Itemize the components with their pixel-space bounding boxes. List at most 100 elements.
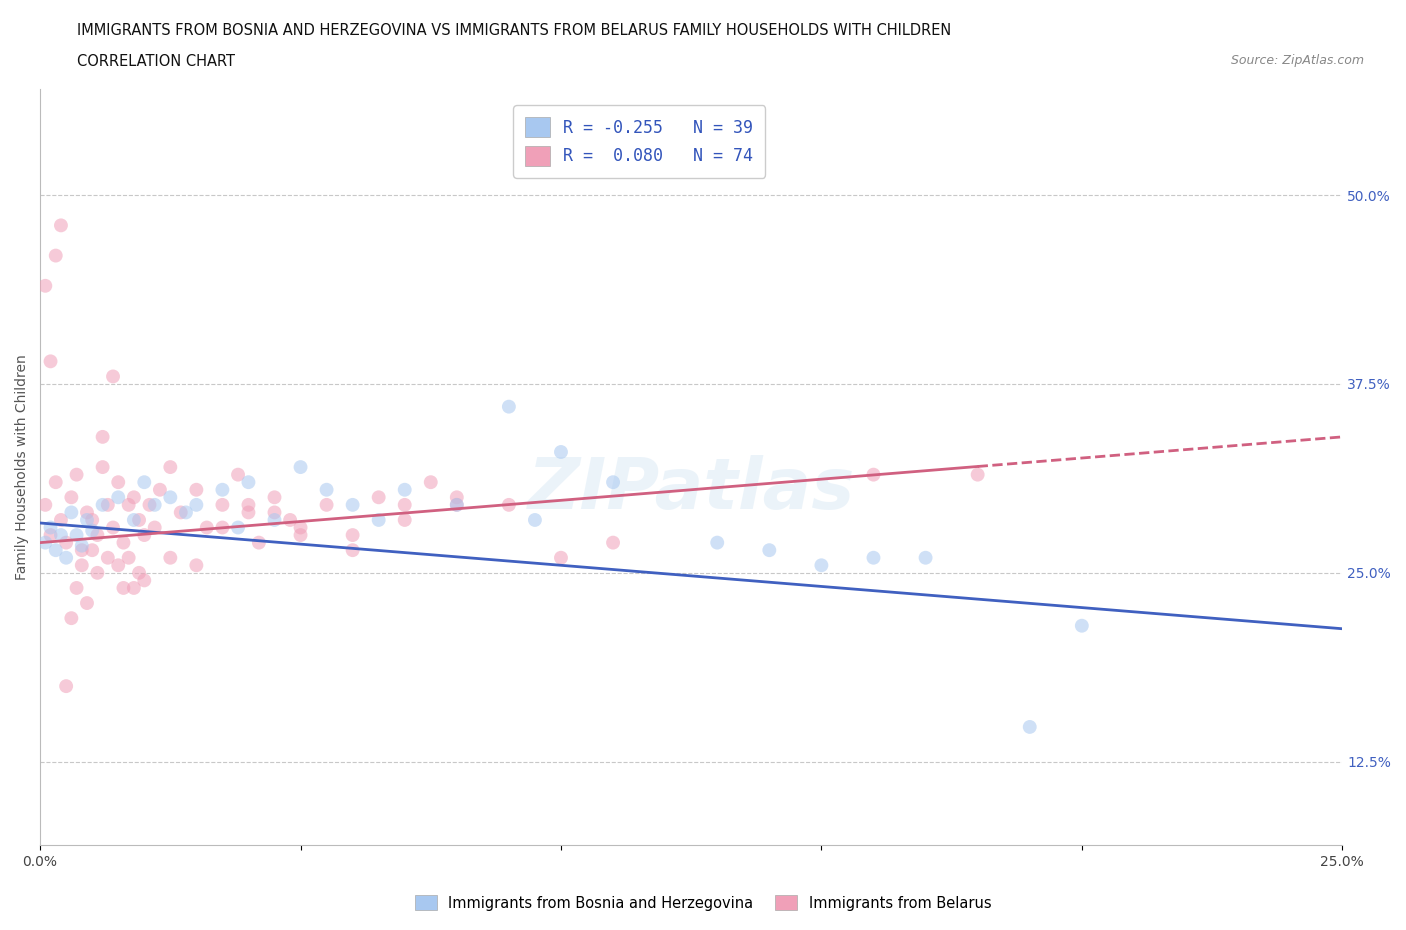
Point bbox=[97, 551, 120, 565]
Point bbox=[966, 467, 988, 482]
Point bbox=[86, 527, 108, 542]
Point bbox=[76, 595, 98, 610]
Point bbox=[211, 520, 233, 535]
Point bbox=[39, 527, 62, 542]
Point bbox=[186, 558, 208, 573]
Point bbox=[195, 520, 218, 535]
Point bbox=[107, 474, 129, 489]
Point bbox=[118, 551, 141, 565]
Point bbox=[143, 498, 166, 512]
Point bbox=[342, 543, 364, 558]
Point bbox=[1070, 618, 1092, 633]
Text: CORRELATION CHART: CORRELATION CHART bbox=[77, 54, 235, 69]
Point bbox=[186, 498, 208, 512]
Point bbox=[65, 527, 87, 542]
Point bbox=[65, 580, 87, 595]
Point bbox=[315, 498, 337, 512]
Point bbox=[122, 580, 145, 595]
Point bbox=[55, 679, 77, 694]
Point bbox=[45, 474, 67, 489]
Point bbox=[247, 535, 270, 550]
Point bbox=[112, 580, 135, 595]
Point bbox=[550, 445, 572, 459]
Point bbox=[342, 498, 364, 512]
Point bbox=[498, 498, 520, 512]
Point bbox=[82, 523, 104, 538]
Point bbox=[263, 512, 285, 527]
Point bbox=[134, 573, 156, 588]
Point bbox=[419, 474, 441, 489]
Legend: Immigrants from Bosnia and Herzegovina, Immigrants from Belarus: Immigrants from Bosnia and Herzegovina, … bbox=[408, 888, 998, 918]
Point bbox=[70, 538, 93, 553]
Point bbox=[76, 505, 98, 520]
Point bbox=[122, 512, 145, 527]
Point bbox=[60, 505, 83, 520]
Point bbox=[70, 558, 93, 573]
Point bbox=[134, 527, 156, 542]
Point bbox=[238, 474, 260, 489]
Point bbox=[367, 512, 389, 527]
Point bbox=[107, 490, 129, 505]
Point bbox=[290, 520, 312, 535]
Legend: R = -0.255   N = 39, R =  0.080   N = 74: R = -0.255 N = 39, R = 0.080 N = 74 bbox=[513, 105, 765, 178]
Point bbox=[159, 551, 181, 565]
Point bbox=[706, 535, 728, 550]
Point bbox=[498, 399, 520, 414]
Point bbox=[290, 459, 312, 474]
Point bbox=[315, 483, 337, 498]
Point bbox=[91, 459, 114, 474]
Point bbox=[159, 459, 181, 474]
Point bbox=[82, 512, 104, 527]
Point bbox=[862, 467, 884, 482]
Point bbox=[65, 467, 87, 482]
Point bbox=[49, 512, 72, 527]
Point bbox=[76, 512, 98, 527]
Point bbox=[70, 543, 93, 558]
Point bbox=[55, 551, 77, 565]
Point bbox=[862, 551, 884, 565]
Point bbox=[86, 565, 108, 580]
Point bbox=[810, 558, 832, 573]
Point bbox=[118, 498, 141, 512]
Point bbox=[550, 551, 572, 565]
Point bbox=[34, 498, 56, 512]
Point bbox=[170, 505, 193, 520]
Point bbox=[128, 565, 150, 580]
Text: ZIPatlas: ZIPatlas bbox=[527, 456, 855, 525]
Point bbox=[91, 430, 114, 445]
Point bbox=[186, 483, 208, 498]
Point bbox=[211, 498, 233, 512]
Point bbox=[263, 490, 285, 505]
Point bbox=[211, 483, 233, 498]
Point bbox=[34, 278, 56, 293]
Point bbox=[91, 498, 114, 512]
Point bbox=[446, 498, 468, 512]
Point bbox=[45, 248, 67, 263]
Point bbox=[45, 543, 67, 558]
Point bbox=[446, 498, 468, 512]
Text: IMMIGRANTS FROM BOSNIA AND HERZEGOVINA VS IMMIGRANTS FROM BELARUS FAMILY HOUSEHO: IMMIGRANTS FROM BOSNIA AND HERZEGOVINA V… bbox=[77, 23, 952, 38]
Point bbox=[107, 558, 129, 573]
Point bbox=[101, 520, 124, 535]
Y-axis label: Family Households with Children: Family Households with Children bbox=[15, 354, 30, 580]
Point bbox=[226, 467, 249, 482]
Point bbox=[122, 490, 145, 505]
Point bbox=[602, 474, 624, 489]
Point bbox=[238, 505, 260, 520]
Point bbox=[134, 474, 156, 489]
Point bbox=[342, 527, 364, 542]
Point bbox=[149, 483, 172, 498]
Point bbox=[112, 535, 135, 550]
Point bbox=[367, 490, 389, 505]
Point bbox=[101, 369, 124, 384]
Point bbox=[39, 520, 62, 535]
Point bbox=[446, 490, 468, 505]
Point bbox=[238, 498, 260, 512]
Point bbox=[394, 483, 416, 498]
Point bbox=[128, 512, 150, 527]
Point bbox=[49, 527, 72, 542]
Point bbox=[174, 505, 197, 520]
Point bbox=[39, 354, 62, 369]
Point bbox=[49, 218, 72, 232]
Point bbox=[55, 535, 77, 550]
